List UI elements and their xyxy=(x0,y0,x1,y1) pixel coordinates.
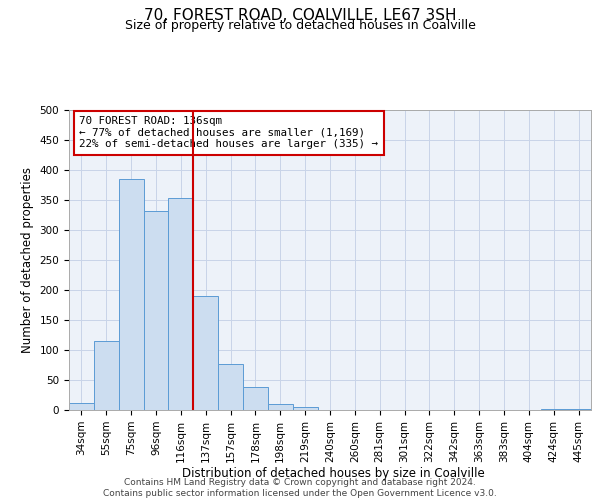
Text: Distribution of detached houses by size in Coalville: Distribution of detached houses by size … xyxy=(182,468,484,480)
Bar xyxy=(541,409,566,410)
Bar xyxy=(193,296,218,410)
Bar xyxy=(119,179,143,410)
Bar xyxy=(566,409,591,410)
Bar xyxy=(169,198,193,410)
Y-axis label: Number of detached properties: Number of detached properties xyxy=(21,167,34,353)
Text: 70, FOREST ROAD, COALVILLE, LE67 3SH: 70, FOREST ROAD, COALVILLE, LE67 3SH xyxy=(144,8,456,22)
Bar xyxy=(268,404,293,410)
Bar xyxy=(293,407,317,410)
Bar xyxy=(243,387,268,410)
Bar xyxy=(143,211,169,410)
Bar xyxy=(218,364,243,410)
Bar xyxy=(94,341,119,410)
Text: Contains HM Land Registry data © Crown copyright and database right 2024.
Contai: Contains HM Land Registry data © Crown c… xyxy=(103,478,497,498)
Text: 70 FOREST ROAD: 136sqm
← 77% of detached houses are smaller (1,169)
22% of semi-: 70 FOREST ROAD: 136sqm ← 77% of detached… xyxy=(79,116,379,149)
Bar xyxy=(69,403,94,410)
Text: Size of property relative to detached houses in Coalville: Size of property relative to detached ho… xyxy=(125,19,475,32)
